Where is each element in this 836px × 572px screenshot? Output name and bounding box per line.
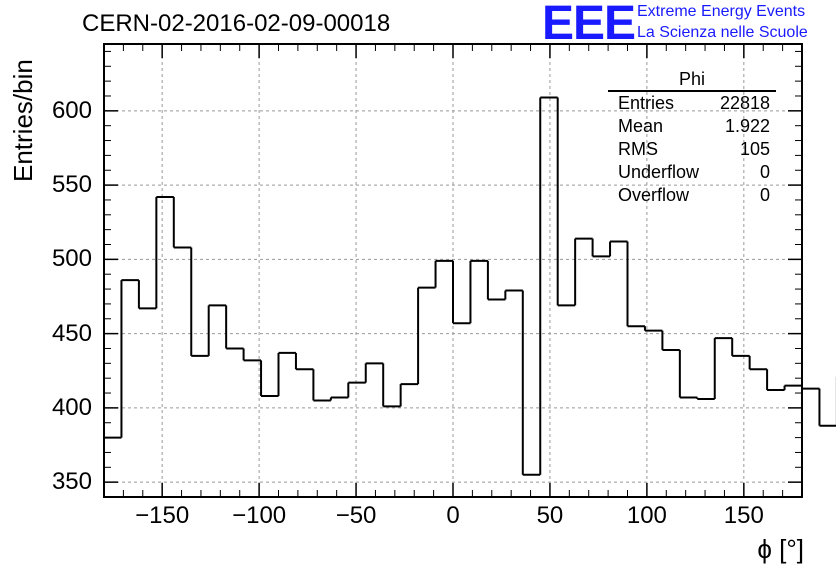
stats-value: 105 — [739, 139, 770, 159]
y-tick-label: 450 — [51, 319, 92, 347]
stats-box: Phi Entries 22818 Mean 1.922 RMS 105 Und… — [608, 68, 776, 207]
plot-title: CERN-02-2016-02-09-00018 — [82, 10, 391, 37]
x-tick-label: 0 — [446, 502, 460, 529]
x-tick-label: 100 — [626, 502, 667, 529]
stats-row-overflow: Overflow 0 — [608, 184, 776, 207]
logo-subtitle-1: Extreme Energy Events — [637, 3, 806, 20]
stats-label: Overflow — [618, 185, 690, 205]
x-axis-label: ϕ [°] — [757, 534, 804, 564]
x-tick-label: −100 — [232, 502, 287, 529]
eee-logo: EEE — [542, 0, 636, 50]
stats-value: 22818 — [719, 93, 770, 113]
plot-frame — [103, 43, 803, 498]
y-tick-label: 500 — [51, 245, 92, 273]
stats-row-rms: RMS 105 — [608, 138, 776, 161]
stats-row-entries: Entries 22818 — [608, 92, 776, 115]
stats-value: 1.922 — [724, 116, 770, 136]
x-tick-label: −50 — [335, 502, 377, 529]
stats-label: Underflow — [618, 162, 700, 182]
grid-lines — [104, 44, 802, 497]
stats-label: Entries — [618, 93, 675, 113]
y-tick-label: 600 — [51, 96, 92, 124]
y-tick-label: 350 — [51, 468, 92, 496]
x-tick-label: −150 — [135, 502, 190, 529]
stats-value: 0 — [759, 185, 770, 205]
stats-value: 0 — [759, 162, 770, 182]
x-tick-label: 50 — [536, 502, 564, 529]
stats-title: Phi — [608, 68, 776, 92]
y-tick-label: 550 — [51, 171, 92, 199]
stats-row-underflow: Underflow 0 — [608, 161, 776, 184]
stats-row-mean: Mean 1.922 — [608, 115, 776, 138]
logo-subtitle-2: La Scienza nelle Scuole — [637, 24, 808, 41]
x-tick-label: 150 — [723, 502, 764, 529]
stats-label: Mean — [618, 116, 664, 136]
stats-label: RMS — [618, 139, 658, 159]
y-tick-label: 400 — [51, 393, 92, 421]
